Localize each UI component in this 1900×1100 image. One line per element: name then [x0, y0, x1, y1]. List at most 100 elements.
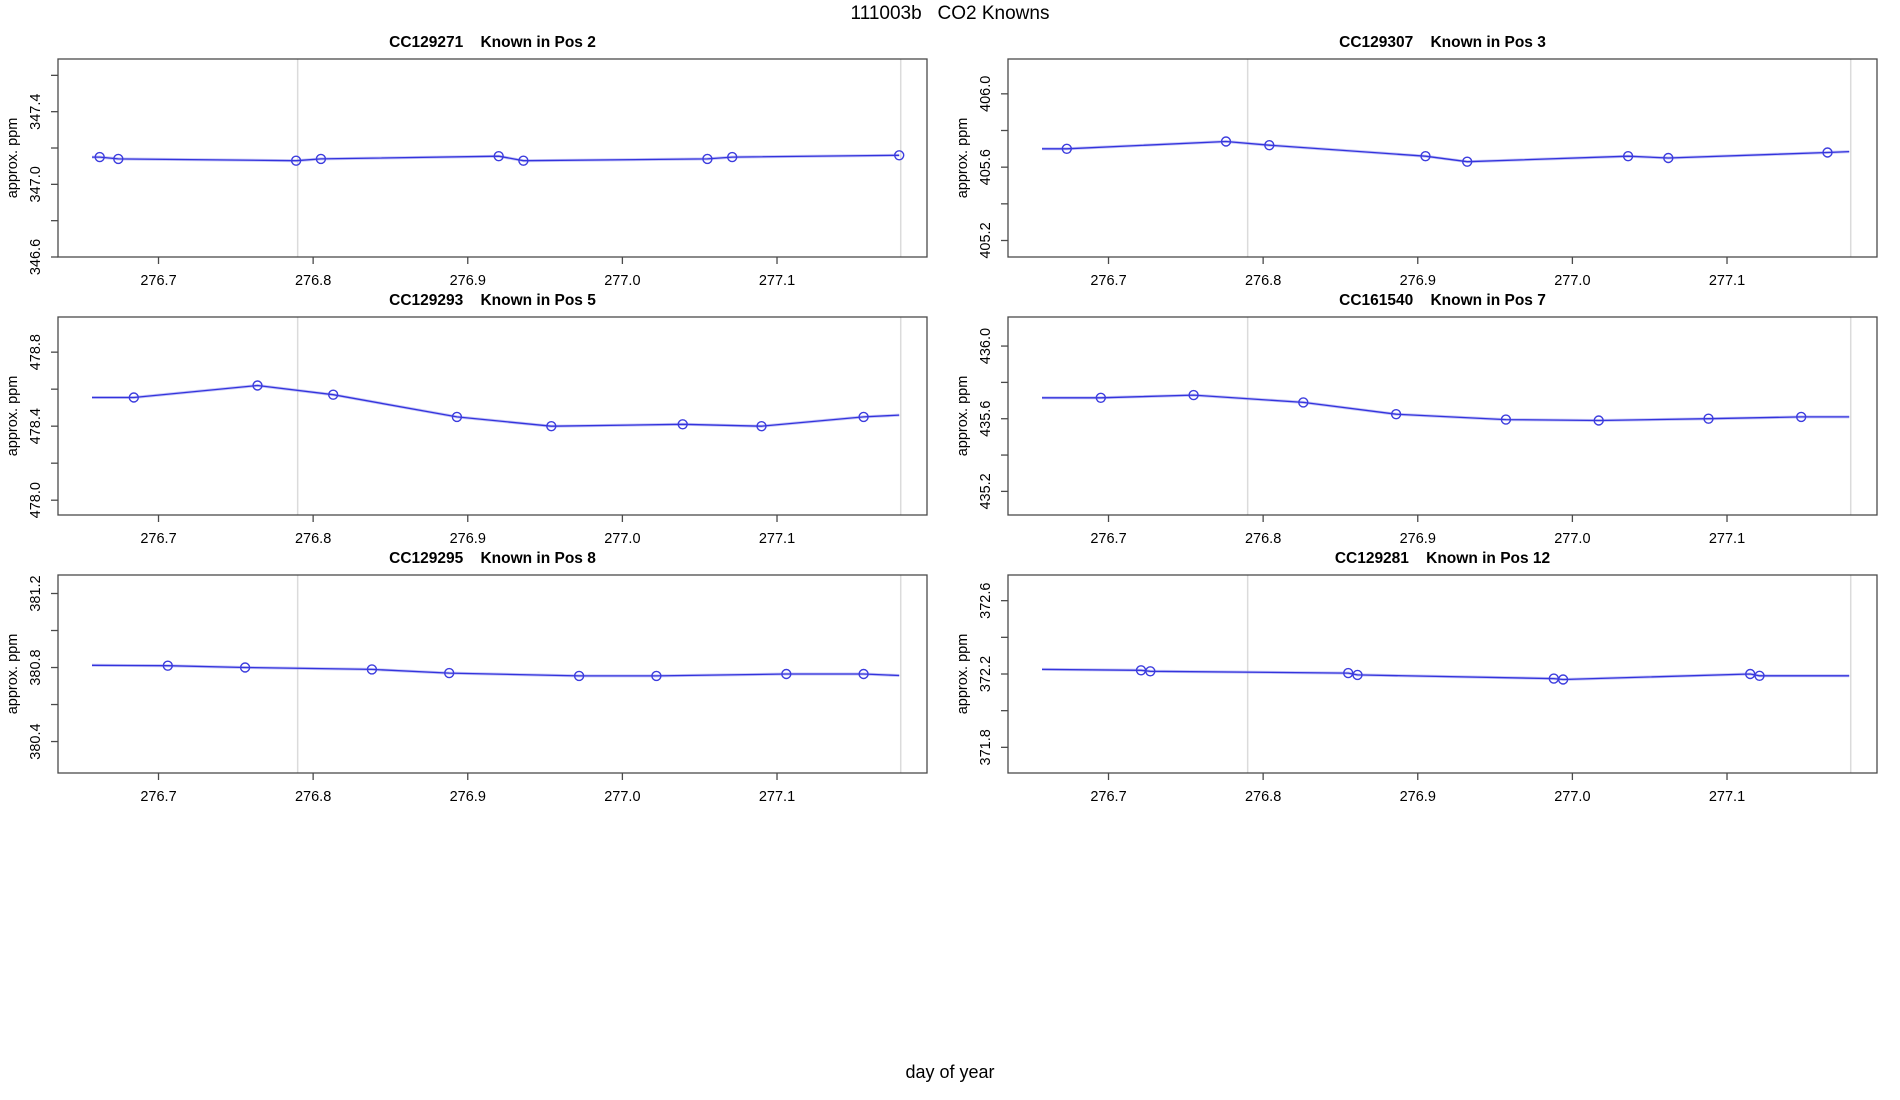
- subplot-CC129271: 346.6 347.0 347.4 276.7 276.8 276.9 277.0 277.1…: [0, 0, 950, 300]
- data-point-marker: [702, 153, 713, 165]
- data-point-marker: [781, 668, 792, 680]
- data-point-marker: [239, 662, 251, 673]
- x-tick-label: 276.7: [140, 531, 176, 547]
- x-tick-label: 276.8: [295, 273, 331, 289]
- subplot-CC161540: 435.2 435.6 436.0 276.7 276.8 276.9 277.0 277.1…: [950, 258, 1900, 558]
- x-tick-label: 276.7: [140, 789, 176, 805]
- subplot-svg: 371.8 372.2 372.6 276.7 276.8 276.9 277.0 277.1…: [955, 550, 1878, 805]
- x-tick-label: 276.8: [295, 531, 331, 547]
- data-point-marker: [1264, 139, 1275, 151]
- plot-title: CC129271 Known in Pos 2: [389, 34, 596, 51]
- data-point-marker: [290, 155, 302, 166]
- y-tick-label: 372.6: [978, 583, 994, 619]
- data-line: [92, 154, 900, 162]
- subplot-CC129281: 371.8 372.2 372.6 276.7 276.8 276.9 277.0 277.1…: [950, 516, 1900, 816]
- data-point-marker: [1462, 156, 1473, 167]
- data-point-marker: [1145, 666, 1156, 677]
- data-point-marker: [1220, 136, 1232, 147]
- plot-title: CC129307 Known in Pos 3: [1339, 34, 1546, 51]
- x-tick-label: 276.7: [1090, 531, 1126, 547]
- plot-box: [57, 574, 928, 774]
- x-tick-label: 276.7: [1090, 273, 1126, 289]
- data-point-marker: [1822, 147, 1833, 158]
- x-tick-label: 277.1: [1709, 531, 1745, 547]
- x-tick-label: 277.1: [1709, 273, 1745, 289]
- y-tick-label: 381.2: [28, 575, 44, 611]
- y-tick-label: 436.0: [978, 328, 994, 364]
- data-point-marker: [1557, 674, 1569, 685]
- data-point-marker: [858, 668, 869, 680]
- plot-title: CC129281 Known in Pos 12: [1335, 550, 1550, 567]
- y-axis-label: approx. ppm: [955, 376, 971, 457]
- y-tick-label: 380.8: [28, 649, 44, 685]
- y-tick-label: 371.8: [978, 729, 994, 765]
- data-line: [1042, 140, 1850, 163]
- data-line: [92, 384, 900, 427]
- data-point-marker: [451, 411, 463, 423]
- data-point-marker: [573, 670, 585, 682]
- data-point-marker: [113, 153, 124, 165]
- x-tick-label: 276.8: [1245, 789, 1281, 805]
- y-tick-label: 435.6: [978, 401, 994, 437]
- plot-title: CC129295 Known in Pos 8: [389, 550, 596, 567]
- data-point-marker: [677, 419, 688, 430]
- y-tick-label: 405.2: [978, 222, 994, 258]
- data-point-marker: [493, 150, 504, 162]
- subplot-svg: 346.6 347.0 347.4 276.7 276.8 276.9 277.0 277.1…: [5, 34, 928, 289]
- x-tick-label: 276.8: [1245, 531, 1281, 547]
- data-point-marker: [894, 150, 905, 161]
- x-tick-label: 276.7: [140, 273, 176, 289]
- data-point-marker: [366, 664, 378, 675]
- x-tick-label: 276.7: [1090, 789, 1126, 805]
- y-tick-label: 372.2: [978, 656, 994, 692]
- x-tick-label: 277.0: [1554, 531, 1590, 547]
- data-line: [91, 664, 900, 677]
- data-point-marker: [1298, 397, 1309, 408]
- data-point-marker: [1622, 150, 1634, 162]
- plot-title: CC161540 Known in Pos 7: [1339, 292, 1546, 309]
- x-tick-label: 277.0: [604, 531, 640, 547]
- subplot-CC129293: 478.0 478.4 478.8 276.7 276.8 276.9 277.0 277.1…: [0, 258, 950, 558]
- data-point-marker: [858, 411, 869, 423]
- data-point-marker: [518, 155, 529, 166]
- y-tick-label: 405.6: [978, 149, 994, 185]
- x-tick-label: 276.9: [1400, 789, 1436, 805]
- data-point-marker: [1500, 414, 1512, 425]
- x-tick-label: 277.0: [604, 273, 640, 289]
- y-axis-label: approx. ppm: [5, 118, 21, 199]
- data-point-marker: [94, 151, 105, 163]
- data-point-marker: [1593, 415, 1604, 426]
- x-tick-label: 277.0: [1554, 273, 1590, 289]
- subplot-svg: 478.0 478.4 478.8 276.7 276.8 276.9 277.0 277.1…: [5, 292, 928, 547]
- y-tick-label: 406.0: [978, 76, 994, 112]
- x-tick-label: 277.0: [1554, 789, 1590, 805]
- y-tick-label: 346.6: [28, 239, 44, 275]
- data-point-marker: [1796, 411, 1807, 423]
- data-point-marker: [1703, 413, 1714, 424]
- data-point-marker: [1188, 389, 1199, 401]
- x-tick-label: 276.8: [1245, 273, 1281, 289]
- y-axis-label: approx. ppm: [5, 376, 21, 457]
- data-point-marker: [128, 392, 140, 403]
- subplot-svg: 405.2 405.6 406.0 276.7 276.8 276.9 277.0 277.1…: [955, 34, 1878, 289]
- data-point-marker: [1754, 670, 1765, 682]
- data-point-marker: [1390, 408, 1402, 420]
- data-point-marker: [328, 389, 339, 400]
- subplot-svg: 380.4 380.8 381.2 276.7 276.8 276.9 277.0 277.1…: [5, 550, 928, 805]
- x-tick-label: 277.1: [759, 531, 795, 547]
- y-axis-label: approx. ppm: [955, 634, 971, 715]
- plot-box: [57, 316, 928, 516]
- y-tick-label: 478.8: [28, 334, 44, 370]
- x-tick-label: 276.9: [450, 273, 486, 289]
- plot-box: [1007, 316, 1878, 516]
- y-tick-label: 435.2: [978, 473, 994, 509]
- data-point-marker: [1061, 143, 1073, 155]
- x-axis-title: day of year: [905, 1062, 995, 1082]
- x-tick-label: 276.9: [1400, 531, 1436, 547]
- data-point-marker: [1352, 669, 1363, 681]
- data-point-marker: [1095, 392, 1107, 404]
- data-point-marker: [756, 420, 767, 432]
- data-point-marker: [252, 380, 263, 391]
- x-tick-label: 277.1: [1709, 789, 1745, 805]
